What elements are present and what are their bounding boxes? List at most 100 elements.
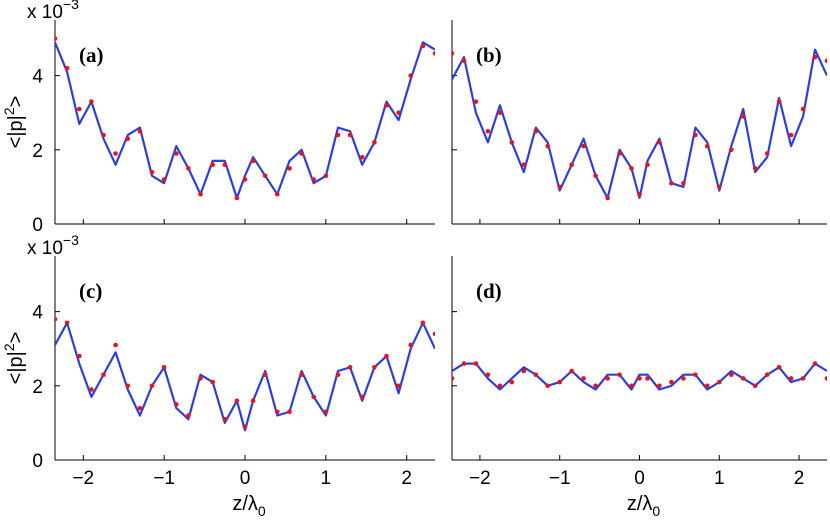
measured-point — [311, 394, 317, 400]
measured-point — [717, 184, 722, 190]
measured-point — [335, 372, 341, 378]
measured-point — [64, 65, 70, 71]
measured-point — [174, 151, 179, 156]
measured-point — [262, 173, 268, 179]
measured-point — [137, 129, 143, 134]
measured-point — [384, 103, 389, 108]
measured-point — [242, 424, 248, 429]
measured-point — [420, 43, 426, 49]
measured-point — [605, 195, 610, 201]
y-axis-label: <|p|2> — [1, 96, 27, 149]
measured-point — [509, 140, 515, 145]
measured-point — [473, 361, 479, 366]
measured-point — [275, 192, 280, 197]
panel-label: (d) — [476, 279, 502, 303]
x-tick-label: 0 — [240, 468, 251, 489]
x-axis-label: z/λ0 — [232, 493, 266, 519]
y-tick-label: 4 — [32, 303, 43, 324]
y-scale-factor: x 10−3 — [27, 232, 79, 259]
measured-point — [533, 372, 539, 378]
measured-point — [581, 376, 586, 381]
measured-point — [222, 162, 228, 167]
measured-point — [569, 162, 574, 167]
measured-point — [113, 151, 118, 156]
measured-point — [210, 379, 215, 385]
panel-label: (c) — [79, 279, 102, 303]
measured-point — [420, 320, 426, 326]
panel-label: (b) — [476, 43, 502, 67]
measured-point — [657, 140, 662, 145]
measured-point — [125, 383, 131, 389]
measured-point — [77, 353, 82, 359]
measured-point — [557, 184, 562, 190]
measured-point — [581, 143, 586, 149]
measured-point — [432, 51, 435, 56]
x-tick-label: 2 — [401, 468, 412, 489]
measured-point — [461, 361, 467, 366]
x-tick-label: 1 — [714, 468, 725, 489]
measured-point — [262, 372, 268, 378]
measured-point — [125, 136, 131, 141]
measured-point — [384, 353, 389, 359]
measured-point — [776, 365, 782, 370]
x-tick-label: 1 — [321, 468, 332, 489]
measured-point — [637, 192, 642, 197]
measured-point — [186, 413, 191, 418]
measured-point — [234, 195, 240, 201]
measured-point — [347, 132, 353, 138]
measured-point — [593, 383, 598, 389]
measured-point — [137, 405, 143, 411]
measured-point — [64, 320, 70, 326]
measured-point — [101, 132, 106, 138]
measured-point — [396, 110, 401, 115]
y-scale-factor: x 10−3 — [27, 0, 79, 23]
measured-point — [717, 379, 722, 385]
measured-point — [55, 36, 58, 41]
measured-point — [764, 372, 770, 378]
panel-b: (b) — [451, 20, 827, 225]
measured-point — [557, 379, 562, 385]
measured-point — [693, 372, 698, 378]
measured-point — [485, 129, 491, 134]
measured-point — [740, 114, 746, 119]
y-tick-label: 2 — [32, 141, 43, 162]
x-tick-label: −2 — [469, 468, 491, 489]
measured-point — [509, 379, 515, 385]
measured-point — [812, 361, 818, 366]
measured-point — [752, 166, 758, 171]
measured-point — [432, 331, 435, 337]
measured-point — [729, 372, 734, 378]
measured-point — [242, 177, 248, 182]
measured-point — [210, 162, 215, 167]
measured-point — [752, 383, 758, 389]
measured-point — [335, 132, 341, 138]
measured-point — [521, 162, 527, 167]
x-tick-label: 0 — [634, 468, 645, 489]
measured-point — [275, 409, 280, 415]
measured-point — [347, 365, 353, 370]
measured-point — [222, 416, 228, 422]
measured-point — [669, 180, 674, 186]
y-tick-label: 0 — [32, 215, 43, 236]
measured-point — [545, 143, 550, 149]
measured-point — [812, 54, 818, 60]
measured-point — [593, 173, 598, 179]
measured-point — [788, 132, 794, 138]
y-tick-label: 0 — [32, 451, 43, 472]
measured-point — [657, 383, 662, 389]
measured-point — [174, 402, 179, 407]
y-tick-label: 2 — [32, 377, 43, 398]
measured-point — [824, 376, 827, 381]
measured-point — [533, 129, 539, 134]
measured-point — [521, 368, 527, 374]
measured-point — [323, 173, 329, 179]
x-tick-label: −1 — [153, 468, 175, 489]
panel-label: (a) — [79, 43, 104, 67]
measured-point — [617, 372, 622, 378]
measured-point — [408, 342, 414, 348]
measured-point — [485, 372, 491, 378]
measured-point — [89, 387, 94, 392]
measured-point — [740, 376, 746, 381]
measured-point — [693, 132, 698, 138]
